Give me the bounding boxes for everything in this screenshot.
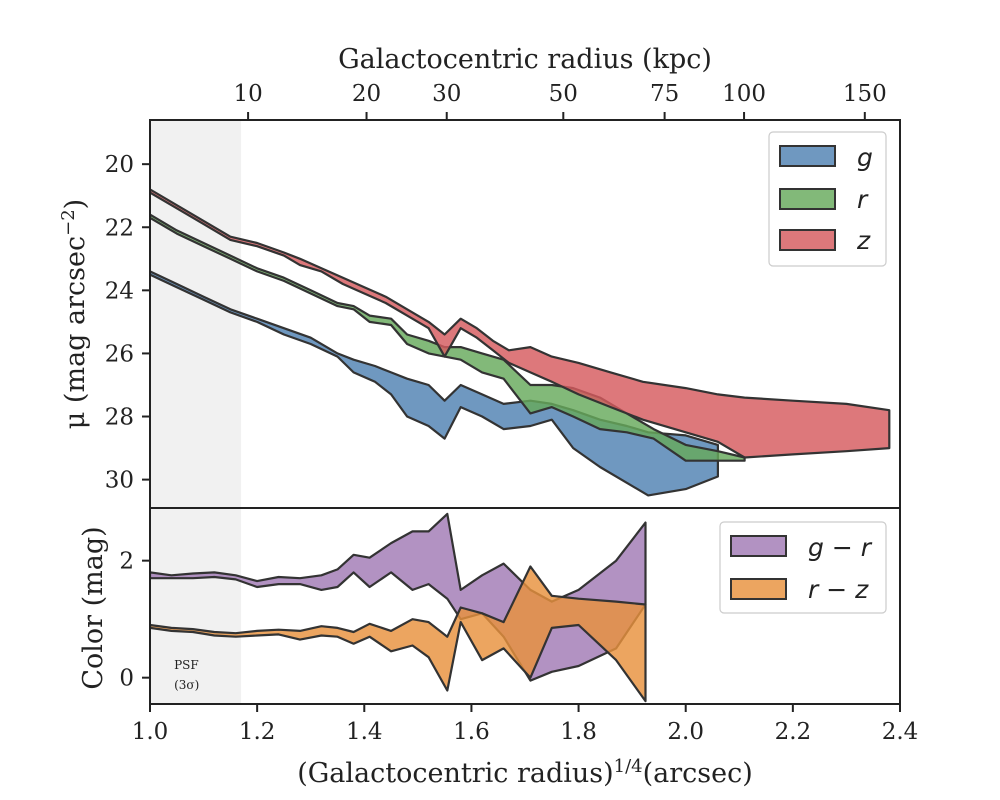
- psf-annotation-line1: PSF: [174, 658, 199, 672]
- shaded-psf-region-bottom: [150, 508, 242, 704]
- legend-label-g: g: [857, 143, 873, 172]
- band-rz: [150, 565, 647, 703]
- legend-swatch-r: [779, 188, 836, 210]
- y-axis-ticks-bottom: 02: [119, 549, 150, 692]
- color-bands: [150, 512, 647, 703]
- top-x-tick-label: 50: [549, 81, 578, 107]
- legend-swatch-g: [779, 145, 836, 167]
- legend-top: g r z: [768, 131, 887, 267]
- legend-label-z: z: [856, 226, 871, 255]
- surface-brightness-panel: 20 22 24 26 28 30 10 20 30 50 75 100 150 Galactocen…: [58, 44, 901, 509]
- top-x-tick-label: 20: [352, 81, 381, 107]
- legend-swatch-r-z: [730, 578, 787, 600]
- top-x-tick-label: 75: [650, 81, 679, 107]
- x-tick-label: 2.4: [882, 719, 919, 745]
- top-x-tick-label: 100: [722, 81, 766, 107]
- legend-swatch-g-r: [730, 535, 787, 557]
- y-tick-label: 26: [105, 341, 134, 367]
- y-tick-label: 2: [119, 549, 134, 575]
- color-panel: 02 1.0 1.2 1.4 1.6 1.8 2.0 2.2 2.4 PSF (3σ) Col…: [78, 507, 919, 789]
- legend-swatch-z: [779, 229, 836, 251]
- top-y-axis-title: μ (mag arcsec−2): [58, 199, 91, 429]
- x-tick-label: 1.0: [132, 719, 169, 745]
- legend-label-r-z: r − z: [808, 575, 869, 604]
- top-x-axis-title: Galactocentric radius (kpc): [338, 44, 712, 75]
- y-tick-label: 20: [105, 152, 134, 178]
- x-tick-label: 1.2: [239, 719, 276, 745]
- x-tick-label: 1.8: [560, 719, 597, 745]
- legend-bottom: g − r r − z: [719, 521, 887, 614]
- legend-label-g-r: g − r: [808, 533, 873, 562]
- x-axis-ticks-bottom: 1.0 1.2 1.4 1.6 1.8 2.0 2.2 2.4: [132, 704, 919, 745]
- x-tick-label: 2.2: [775, 719, 812, 745]
- x-tick-label: 2.0: [667, 719, 704, 745]
- band-z: [150, 188, 891, 459]
- psf-annotation-line2: (3σ): [174, 678, 199, 692]
- bottom-panel-frame: [149, 507, 901, 705]
- top-x-axis-ticks: 10 20 30 50 75 100 150: [233, 81, 887, 120]
- bottom-y-axis-title: Color (mag): [78, 526, 109, 689]
- y-tick-label: 0: [119, 666, 134, 692]
- top-x-tick-label: 30: [432, 81, 461, 107]
- shaded-psf-region-top: [150, 120, 242, 508]
- top-x-tick-label: 150: [843, 81, 887, 107]
- top-x-tick-label: 10: [233, 81, 262, 107]
- x-tick-label: 1.6: [453, 719, 490, 745]
- y-tick-label: 22: [105, 215, 134, 241]
- bottom-x-axis-title: (Galactocentric radius)1/4(arcsec): [297, 756, 753, 789]
- surface-brightness-bands: [150, 188, 891, 497]
- y-axis-ticks-top: 20 22 24 26 28 30: [105, 152, 150, 494]
- y-tick-label: 24: [105, 278, 134, 304]
- band-g: [150, 270, 720, 497]
- legend-label-r: r: [857, 185, 869, 214]
- y-tick-label: 28: [105, 405, 134, 431]
- x-tick-label: 1.4: [346, 719, 383, 745]
- y-tick-label: 30: [105, 468, 134, 494]
